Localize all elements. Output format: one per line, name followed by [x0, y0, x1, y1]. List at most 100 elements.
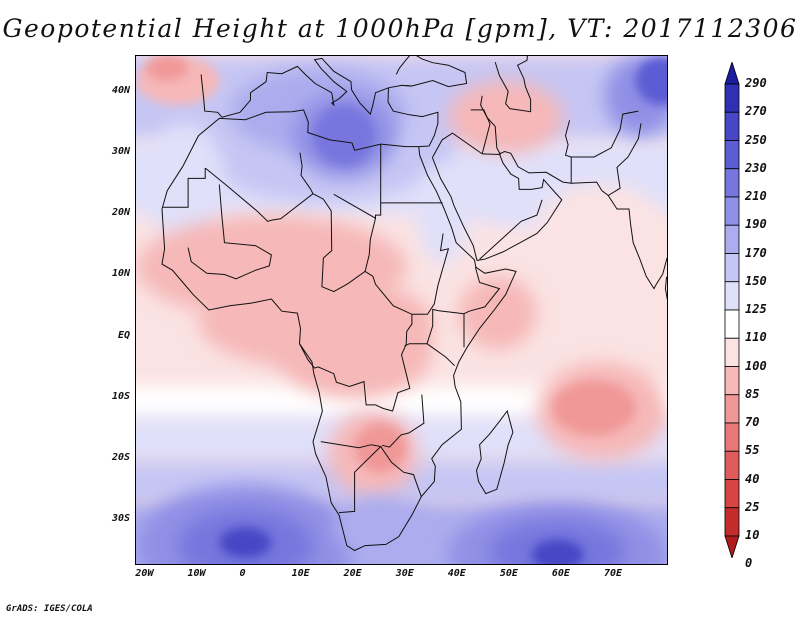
- colorbar: [724, 62, 740, 558]
- field-contour-blob: [313, 104, 376, 167]
- country-border: [432, 132, 483, 158]
- country-border: [204, 167, 332, 222]
- colorbar-segment: [724, 507, 740, 537]
- field-contour-blob: [536, 184, 667, 277]
- lon-tick-label: 60E: [551, 568, 570, 579]
- colorbar-level-label: 270: [745, 104, 767, 119]
- colorbar-level-label: 110: [745, 330, 767, 345]
- colorbar-level-label: 40: [745, 471, 760, 486]
- lat-tick-label: EQ: [117, 329, 130, 341]
- lon-tick-label: 30E: [395, 568, 414, 579]
- colorbar-level-label: 100: [745, 358, 767, 373]
- lon-tick-label: 10W: [187, 568, 206, 579]
- colorbar-segment: [724, 140, 740, 170]
- country-border: [162, 168, 206, 208]
- colorbar-segment: [724, 337, 740, 367]
- country-border: [426, 343, 455, 367]
- colorbar-segment: [724, 168, 740, 198]
- colorbar-segment: [724, 309, 740, 339]
- asia-coastline: [431, 150, 667, 290]
- country-border: [382, 394, 425, 448]
- colorbar-segment: [724, 450, 740, 480]
- lon-tick-label: 40E: [447, 568, 466, 579]
- lat-tick-label: 30S: [111, 513, 130, 525]
- country-border: [480, 95, 501, 155]
- country-border: [607, 123, 642, 196]
- country-border: [321, 210, 450, 315]
- colorbar-level-label: 290: [745, 76, 767, 90]
- colorbar-segment: [724, 366, 740, 396]
- field-contour-blob: [531, 539, 584, 564]
- lat-tick-label: 40N: [111, 84, 130, 96]
- lon-tick-label: 70E: [603, 568, 622, 579]
- levant-coastline: [387, 87, 439, 148]
- country-border: [404, 343, 427, 347]
- lat-tick-label: 10S: [111, 390, 130, 402]
- country-border: [333, 144, 382, 220]
- field-contour-blob: [146, 123, 225, 246]
- lon-tick-label: 20E: [343, 568, 362, 579]
- lon-tick-label: 50E: [499, 568, 518, 579]
- field-contour-blob: [219, 527, 272, 558]
- colorbar-segment: [724, 253, 740, 283]
- chart-title: Geopotential Height at 1000hPa [gpm], VT…: [2, 14, 798, 43]
- lat-tick-label: 10N: [111, 268, 130, 280]
- colorbar-segment: [724, 422, 740, 452]
- lon-tick-label: 20W: [135, 568, 154, 579]
- field-contour-blob: [635, 56, 667, 105]
- map-plot-area: [135, 55, 668, 565]
- colorbar-segment: [724, 479, 740, 509]
- colorbar-level-label: 85: [745, 386, 760, 401]
- colorbar-level-label: 25: [745, 499, 760, 514]
- colorbar-level-label: 10: [745, 528, 760, 542]
- country-border: [364, 218, 376, 272]
- country-border: [426, 308, 465, 344]
- coastlines-borders: [161, 56, 667, 552]
- field-contour-blob: [552, 380, 636, 436]
- field-contour-blob: [146, 56, 189, 81]
- lat-tick-label: 30N: [111, 145, 130, 157]
- colorbar-segment: [724, 394, 740, 424]
- colorbar-segment: [724, 281, 740, 311]
- colorbar-level-label: 210: [745, 189, 767, 203]
- sri-lanka-coastline: [664, 276, 667, 301]
- madagascar-coastline: [475, 409, 514, 495]
- lat-tick-label: 20N: [111, 207, 130, 219]
- colorbar-level-label: 55: [745, 443, 760, 458]
- colorbar-level-label: 190: [745, 217, 767, 232]
- colorbar-level-label: 125: [745, 302, 767, 316]
- country-border: [479, 199, 543, 260]
- country-border: [299, 314, 413, 412]
- country-border: [299, 152, 314, 194]
- lon-tick-label: 0: [239, 568, 246, 579]
- africa-coastline: [161, 109, 517, 552]
- country-border: [187, 184, 272, 280]
- colorbar-level-label: 170: [745, 245, 767, 260]
- colorbar-segment: [724, 196, 740, 226]
- colorbar-segment: [724, 62, 740, 85]
- country-border: [571, 110, 639, 158]
- field-contour-blob: [458, 276, 537, 350]
- colorbar-segment: [724, 111, 740, 141]
- colorbar-level-label: 70: [745, 415, 760, 429]
- colorbar-level-label: 230: [745, 160, 767, 175]
- colorbar-level-label: 0: [745, 556, 753, 571]
- field-contour-blob: [276, 300, 433, 399]
- colorbar-segment: [724, 535, 740, 558]
- lon-tick-label: 10E: [291, 568, 310, 579]
- black-sea-coastline: [395, 56, 468, 88]
- colorbar-level-label: 250: [745, 132, 767, 147]
- country-border: [320, 441, 382, 514]
- europe-coastline: [200, 57, 412, 118]
- geopotential-field: [136, 56, 667, 564]
- field-contour-blob: [333, 496, 428, 558]
- colorbar-level-label: 150: [745, 273, 767, 288]
- country-border: [482, 153, 501, 155]
- colorbar-segment: [724, 224, 740, 254]
- lat-tick-label: 20S: [111, 451, 130, 463]
- caspian-coastline: [494, 56, 532, 113]
- field-contour-blob: [417, 166, 470, 265]
- contour-map: [136, 56, 667, 564]
- country-border: [380, 446, 422, 497]
- field-contour-blob: [448, 80, 563, 154]
